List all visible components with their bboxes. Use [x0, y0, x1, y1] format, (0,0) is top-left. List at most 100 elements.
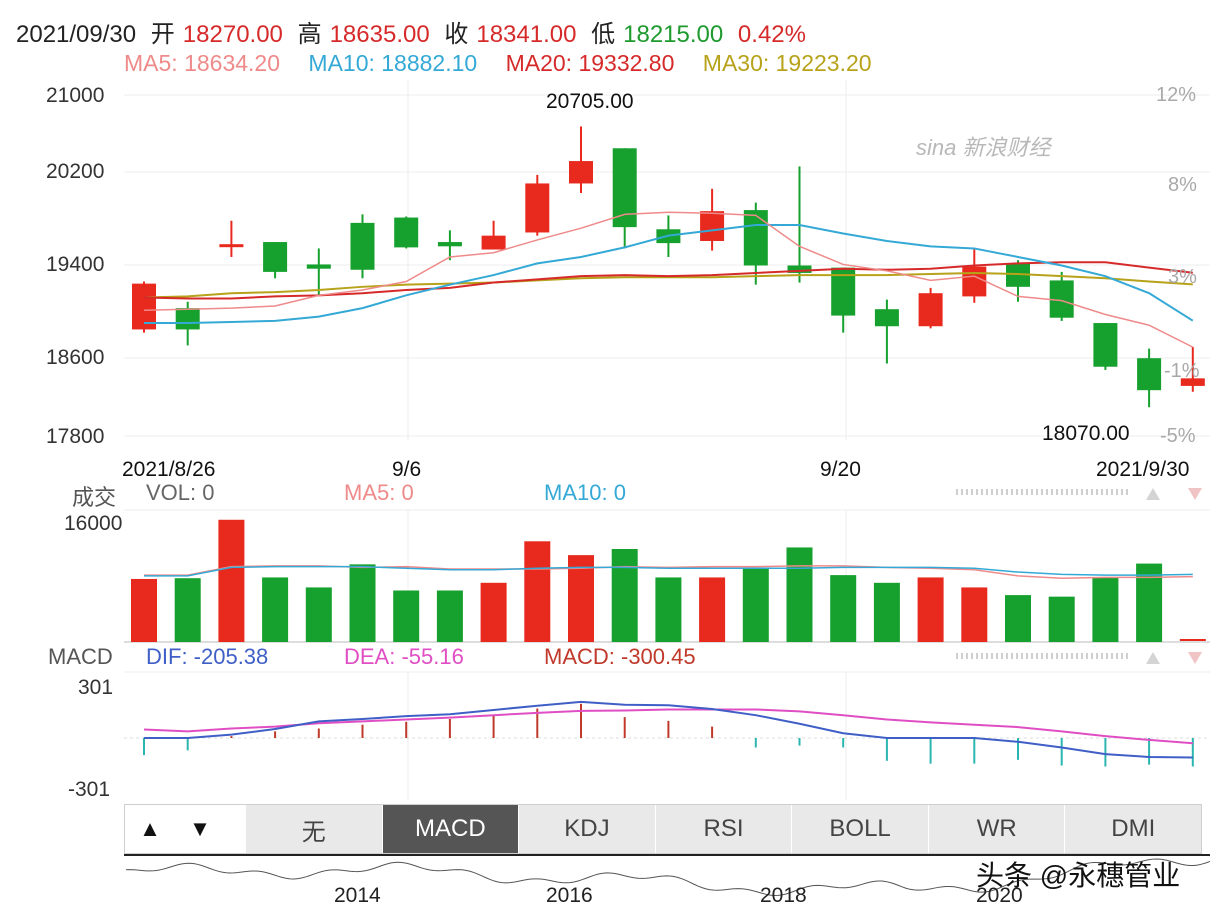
- sina-watermark: sina 新浪财经: [916, 135, 1051, 160]
- ma10-legend: MA10: 18882.10: [308, 50, 478, 76]
- volume-bar: [436, 590, 463, 642]
- volume-bar: [699, 577, 726, 642]
- tab-spacer: [225, 805, 245, 853]
- ma10-line: [144, 224, 1194, 325]
- price-header: 2021/09/30 开 18270.00 高 18635.00 收 18341.00…: [16, 14, 814, 49]
- y-tick-label: 21000: [46, 84, 105, 107]
- dea-line: [143, 708, 1193, 745]
- tab-wr[interactable]: WR: [927, 805, 1065, 853]
- volume-bar: [262, 577, 289, 642]
- volume-bar: [568, 555, 594, 642]
- credit-watermark: 头条 @永穗管业: [976, 860, 1181, 891]
- volume-bar: [218, 519, 245, 642]
- volume-bar: [393, 590, 420, 642]
- volume-ma5: MA5: 0: [344, 480, 414, 505]
- ma20-line: [143, 261, 1193, 300]
- tab-kdj[interactable]: KDJ: [518, 805, 655, 853]
- volume-bar: [174, 578, 201, 642]
- y-tick-label: 17800: [46, 425, 105, 448]
- overview-line: [125, 858, 1211, 896]
- open-label: 开: [150, 21, 175, 48]
- volume-ma5-line: [144, 565, 1193, 579]
- candle-body: [874, 309, 899, 327]
- candle-body: [962, 266, 987, 297]
- macd-title: MACD: [48, 644, 113, 669]
- volume-bar: [742, 567, 769, 642]
- x-tick-label: 2021/8/26: [122, 458, 216, 481]
- candle-body: [743, 210, 768, 266]
- macd-dif: DIF: -205.38: [146, 644, 269, 669]
- tab-dmi[interactable]: DMI: [1064, 805, 1202, 853]
- candle-body: [350, 222, 375, 270]
- candle-body: [918, 293, 943, 327]
- candle-body: [612, 148, 637, 228]
- high-value: 18635.00: [329, 21, 430, 48]
- volume-bar: [917, 577, 944, 642]
- x-tick-label: 9/6: [392, 458, 422, 481]
- macd-value: MACD: -300.45: [544, 644, 696, 669]
- y-tick-label: 20200: [46, 160, 105, 183]
- close-value: 18341.00: [476, 21, 577, 48]
- volume-title: 成交: [72, 485, 117, 510]
- macd-y-tick: 301: [78, 676, 114, 699]
- macd-layer: [143, 700, 1194, 767]
- overview-year: 2016: [546, 884, 593, 907]
- min-price-annotation: 18070.00: [1042, 422, 1130, 445]
- candle-body: [175, 308, 200, 330]
- volume-bar: [1005, 595, 1031, 642]
- open-value: 18270.00: [182, 21, 283, 48]
- y-tick-label: 18600: [46, 346, 105, 369]
- candle-body: [263, 242, 288, 272]
- overview-layer: [124, 854, 1211, 896]
- volume-bar: [480, 582, 507, 642]
- right-pct-label: -1%: [1164, 360, 1200, 382]
- low-label: 低: [591, 21, 616, 48]
- scroll-up-button[interactable]: ▲: [139, 816, 161, 841]
- high-label: 高: [297, 21, 322, 48]
- candle-body: [394, 217, 419, 248]
- low-value: 18215.00: [623, 21, 724, 48]
- volume-bar: [305, 587, 332, 642]
- x-tick-label: 9/20: [820, 458, 861, 481]
- candle-body: [1093, 323, 1118, 367]
- max-price-annotation: 20705.00: [546, 90, 634, 113]
- scroll-down-button[interactable]: ▼: [189, 816, 211, 841]
- ma30-legend: MA30: 19223.20: [702, 50, 872, 76]
- volume-layer: [131, 519, 1206, 642]
- tab-rsi[interactable]: RSI: [654, 805, 792, 853]
- candle-body: [306, 264, 331, 269]
- tab-macd[interactable]: MACD: [381, 805, 519, 853]
- candle-body: [481, 235, 506, 250]
- volume-bar: [1179, 639, 1206, 641]
- macd-dea: DEA: -55.16: [344, 644, 464, 669]
- ma-lines-layer: [143, 211, 1194, 348]
- volume-bar: [786, 547, 813, 642]
- right-pct-label: -5%: [1160, 425, 1196, 447]
- overview-year: 2020: [976, 884, 1023, 907]
- ma5-line: [143, 211, 1194, 348]
- candle-body: [569, 161, 593, 184]
- right-pct-label: 12%: [1156, 84, 1197, 106]
- tab-boll[interactable]: BOLL: [791, 805, 928, 853]
- candles-layer: [132, 126, 1205, 408]
- volume-bar: [1048, 596, 1075, 642]
- volume-vol: VOL: 0: [146, 480, 215, 505]
- candle-body: [700, 211, 725, 241]
- candle-body: [787, 265, 812, 273]
- tab-none[interactable]: 无: [245, 805, 382, 853]
- triangle-up-icon: [1146, 488, 1160, 500]
- y-tick-label: 19400: [46, 253, 105, 276]
- volume-bar: [961, 587, 988, 642]
- volume-bar: [349, 564, 376, 642]
- ma5-legend: MA5: 18634.20: [124, 50, 281, 76]
- volume-bar: [611, 548, 638, 642]
- volume-ma10-line: [144, 565, 1193, 577]
- volume-y-tick: 16000: [64, 512, 123, 535]
- overview-year: 2014: [334, 884, 381, 907]
- triangle-up-icon: [1146, 652, 1160, 664]
- volume-bar: [830, 575, 857, 642]
- candle-body: [525, 183, 550, 233]
- ma-legend: MA5: 18634.20 MA10: 18882.10 MA20: 19332…: [124, 50, 894, 77]
- volume-bar: [1092, 577, 1119, 642]
